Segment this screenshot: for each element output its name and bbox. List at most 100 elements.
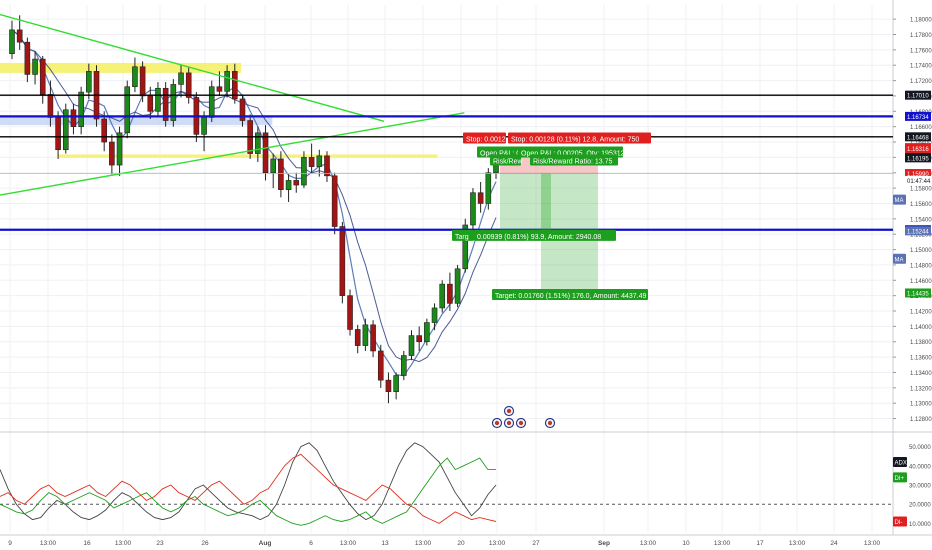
price-tick-label: 1.14600 (910, 279, 932, 285)
price-tick-label: 1.15200 (910, 233, 932, 239)
risk-reward-label-2-bg (530, 154, 618, 166)
adx-indicator-pane (0, 442, 893, 526)
risk-reward-label-1[interactable]: Risk/Rew (490, 154, 524, 166)
event-flag-icon[interactable] (503, 405, 515, 417)
indicator-series-diminus (0, 453, 497, 524)
moving-averages (11, 29, 497, 377)
indicator-badge-text: DI- (895, 520, 903, 526)
time-tick-label: 17 (756, 540, 764, 547)
event-flag-icon[interactable] (503, 417, 515, 429)
candle-body (231, 71, 238, 100)
candle (55, 111, 61, 159)
price-label-tag[interactable]: 1.16316 (905, 143, 931, 153)
target-label-1b[interactable]: 0.00939 (0.81%) 93.9, Amount: 2940.08 (474, 229, 616, 241)
candle (477, 181, 484, 213)
indicator-badge[interactable]: DI- (893, 516, 907, 527)
candle-body (101, 118, 107, 143)
candle-body (78, 91, 84, 127)
candle (86, 63, 92, 100)
candle (124, 80, 131, 139)
target-label-1a-bg (452, 229, 474, 241)
target-label-2[interactable]: Target: 0.01760 (1.51%) 176.0, Amount: 4… (492, 288, 648, 300)
candle-body (62, 109, 69, 151)
event-flag-dot (506, 420, 512, 426)
price-label-tag-bg (905, 226, 931, 236)
time-tick-label: 26 (201, 540, 209, 547)
ma-badge[interactable]: MA (893, 194, 906, 205)
risk-reward-label-2[interactable]: Risk/Reward Ratio: 13.75 (530, 154, 618, 166)
horizontal-lines[interactable] (0, 94, 893, 231)
candle (116, 126, 123, 176)
candle-body (431, 307, 438, 323)
target-label-2-bg (492, 288, 648, 300)
price-label-tag[interactable]: 1.15990 (905, 169, 931, 179)
event-flag-icon[interactable] (515, 417, 527, 429)
time-tick-label: 27 (532, 540, 540, 547)
price-label-tag-text: 1.15244 (907, 229, 929, 235)
time-tick-label: 9 (8, 540, 12, 547)
line-price-tag[interactable]: 1.17010 (905, 90, 931, 100)
candlesticks (9, 15, 499, 404)
zone-rectangles[interactable] (0, 62, 438, 158)
zone-rectangle-1[interactable] (0, 62, 242, 73)
target-label-1a[interactable]: Targ (452, 229, 474, 241)
line-price-tag-text: 1.16468 (907, 135, 929, 141)
candle-body (109, 141, 115, 166)
price-tick-label: 1.15400 (910, 217, 932, 223)
candle-body (347, 295, 353, 330)
price-label-tag[interactable]: 1.15244 (905, 226, 931, 236)
zone-rectangle-3[interactable] (58, 154, 438, 158)
line-price-tag[interactable]: 1.16468 (905, 132, 931, 142)
candle-body (416, 335, 422, 343)
candle (454, 264, 461, 308)
line-price-tag[interactable]: 1.16734 (905, 111, 931, 121)
ma-badge[interactable]: MA (893, 253, 906, 264)
trendline-2[interactable] (0, 112, 465, 196)
price-label-tag[interactable]: 1.16195 (905, 153, 931, 163)
stop-label-1[interactable]: Stop: 0.0012 (463, 132, 506, 144)
price-label-tag[interactable]: 1.14435 (905, 288, 931, 298)
indicator-badge-bg (893, 516, 907, 527)
target-label-1b-text: 0.00939 (0.81%) 93.9, Amount: 2940.08 (477, 234, 601, 241)
candle (485, 168, 492, 210)
indicator-badge[interactable]: DI+ (893, 472, 907, 483)
stop-label-2[interactable]: Stop: 0.00128 (0.11%) 12.8, Amount: 750 (508, 132, 651, 144)
economic-events[interactable] (491, 405, 556, 429)
candle (16, 15, 23, 50)
candle (470, 188, 476, 233)
trendline-1[interactable] (0, 13, 385, 122)
candle (224, 65, 230, 98)
candle (431, 303, 438, 331)
trendlines[interactable] (0, 13, 465, 196)
candle-body (424, 322, 430, 343)
candle (132, 57, 138, 93)
candle (462, 218, 469, 273)
line-price-tag-bg (905, 132, 931, 142)
time-tick-label: 23 (156, 540, 164, 547)
indicator-tick-label: 20.0000 (909, 503, 931, 509)
risk-reward-label-1-bg (490, 154, 521, 166)
price-tick-label: 1.16600 (910, 125, 932, 131)
position-tool[interactable]: Stop: 0.0012 Stop: 0.00128 (0.11%) 12.8, … (452, 132, 651, 300)
candle-body (124, 86, 131, 134)
indicator-badge-bg (893, 472, 907, 483)
time-axis[interactable]: 9 13:00 16 13:00 23 26 Aug 6 13:00 13 13:00 20 13:00… (8, 540, 880, 547)
time-tick-label: 24 (830, 540, 838, 547)
candle (270, 153, 277, 189)
candle (24, 37, 31, 83)
price-axis[interactable]: 1.18000 1.17800 1.17600 1.17400 1.17200 1.170… (893, 18, 932, 528)
open-pl-label-1-text: Open P&L: 0. (480, 150, 522, 157)
price-tick-label: 1.13800 (910, 340, 932, 346)
zone-rectangle-2[interactable] (0, 116, 273, 126)
indicator-badge[interactable]: ADX (893, 456, 907, 467)
candle-body (239, 98, 246, 121)
candle-body (139, 66, 146, 97)
time-tick-label: 13:00 (714, 540, 731, 547)
profit-zone-1[interactable] (500, 173, 541, 231)
countdown-tag[interactable]: 01:47:44 (905, 175, 931, 185)
event-flag-icon[interactable] (544, 417, 556, 429)
candle (139, 61, 146, 103)
risk-reward-label-1-text: Risk/Rew (493, 158, 524, 165)
event-flag-icon[interactable] (491, 417, 503, 429)
